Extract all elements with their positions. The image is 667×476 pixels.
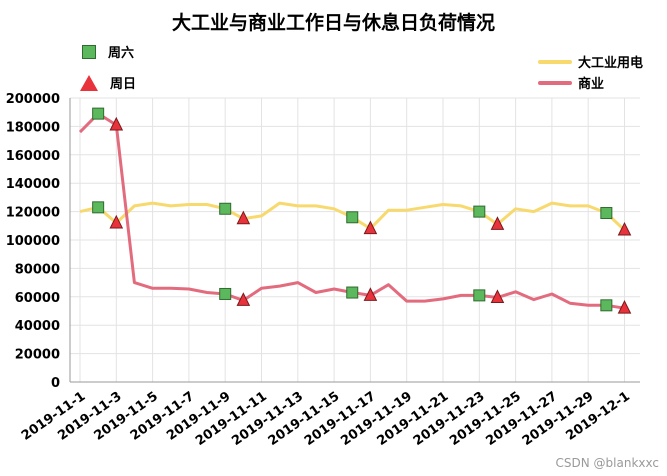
sunday-marker [236, 292, 251, 306]
y-tick-label: 20000 [15, 348, 60, 363]
saturday-marker [473, 289, 486, 302]
saturday-marker [219, 287, 232, 300]
y-tick-label: 160000 [6, 149, 60, 164]
legend-square-marker-icon [82, 44, 96, 59]
y-tick-label: 120000 [6, 206, 60, 221]
saturday-marker [600, 299, 613, 312]
sunday-marker [363, 287, 378, 301]
legend-saturday-label: 周六 [108, 46, 135, 61]
series-line-commercial [78, 112, 625, 310]
y-tick-label: 100000 [6, 234, 60, 249]
legend-commercial: 商业 [538, 73, 604, 92]
y-tick-label: 60000 [15, 291, 60, 306]
y-tick-label: 0 [51, 376, 60, 391]
sunday-marker [363, 220, 378, 235]
legend-triangle-marker-icon [80, 74, 98, 91]
sunday-marker [109, 214, 124, 229]
legend-commercial-line-icon [538, 80, 572, 85]
legend-industrial-line-icon [538, 59, 572, 64]
y-tick-label: 200000 [6, 92, 60, 107]
saturday-marker [473, 205, 486, 218]
sunday-marker [490, 289, 505, 304]
y-tick-label: 140000 [6, 177, 60, 192]
legend-industrial-label: 大工业用电 [578, 56, 644, 71]
sunday-marker [236, 210, 251, 225]
saturday-marker [92, 107, 105, 120]
sunday-marker [617, 300, 632, 314]
legend-sunday: 周日 [80, 73, 136, 92]
saturday-marker [346, 286, 359, 299]
watermark: CSDN @blankxxc [555, 456, 659, 470]
y-tick-label: 40000 [15, 319, 60, 334]
saturday-marker [92, 201, 105, 214]
sunday-marker [109, 116, 124, 131]
sunday-marker [617, 221, 632, 236]
legend-industrial: 大工业用电 [538, 52, 643, 71]
sunday-marker [490, 216, 505, 230]
y-tick-label: 80000 [15, 262, 60, 277]
legend-saturday: 周六 [82, 42, 134, 61]
saturday-marker [219, 202, 232, 215]
chart-title: 大工业与商业工作日与休息日负荷情况 [171, 12, 495, 34]
y-tick-label: 180000 [6, 120, 60, 135]
legend-sunday-label: 周日 [110, 77, 137, 92]
saturday-marker [600, 207, 613, 220]
saturday-marker [346, 211, 359, 224]
legend-commercial-label: 商业 [578, 77, 605, 92]
